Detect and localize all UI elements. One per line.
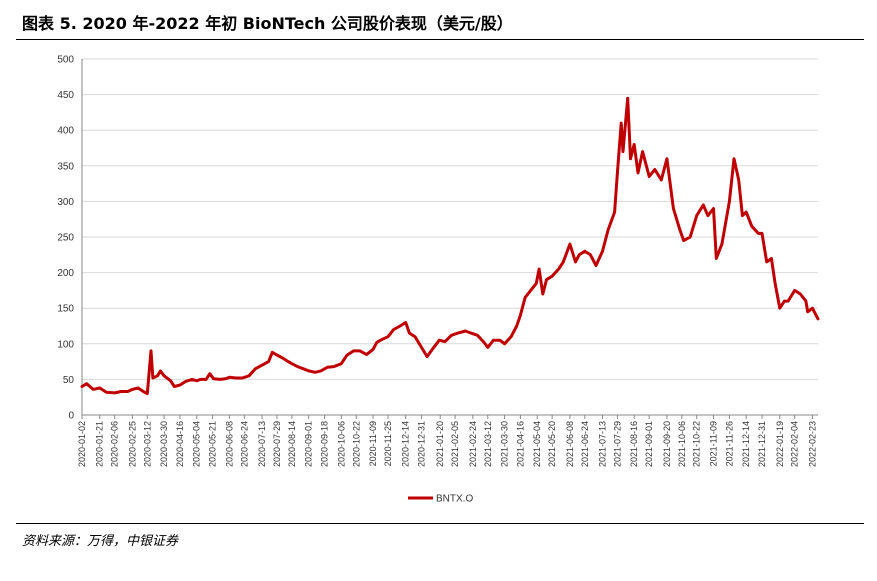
y-tick-label: 0: [68, 411, 74, 422]
x-tick-label: 2021-07-13: [598, 421, 608, 467]
x-tick-label: 2021-05-20: [547, 421, 557, 467]
x-tick-label: 2021-11-26: [724, 421, 734, 466]
x-tick-label: 2020-01-21: [95, 421, 105, 467]
x-tick-label: 2020-02-06: [110, 421, 120, 467]
x-tick-label: 2020-03-30: [159, 421, 169, 467]
x-tick-label: 2021-10-06: [677, 421, 687, 467]
x-axis: [81, 59, 818, 416]
top-divider: [16, 39, 864, 40]
x-tick-label: 2021-01-20: [435, 421, 445, 467]
x-axis-ticks: 2020-01-02 2020-01-21 2020-02-06 2020-02-25…: [77, 415, 817, 467]
x-tick-label: 2021-03-12: [483, 421, 493, 467]
x-tick-label: 2020-01-02: [77, 421, 87, 467]
x-tick-label: 2020-06-08: [224, 421, 234, 467]
x-tick-label: 2021-10-22: [692, 421, 702, 467]
x-tick-label: 2021-03-30: [500, 421, 510, 467]
x-tick-label: 2021-09-01: [644, 421, 654, 467]
y-tick-label: 300: [57, 197, 74, 208]
y-tick-label: 450: [57, 90, 74, 101]
y-tick-label: 100: [57, 339, 74, 350]
x-tick-label: 2021-02-24: [468, 421, 478, 467]
x-tick-label: 2020-10-22: [351, 421, 361, 467]
x-tick-label: 2021-12-14: [741, 421, 751, 467]
x-tick-label: 2020-09-01: [304, 421, 314, 467]
x-tick-label: 2021-06-24: [580, 421, 590, 467]
x-tick-label: 2022-01-19: [775, 421, 785, 467]
series-layer: [80, 96, 820, 396]
x-tick-label: 2020-11-09: [368, 421, 378, 466]
y-tick-label: 400: [57, 126, 74, 137]
x-tick-label: 2020-06-24: [239, 421, 249, 467]
y-tick-label: 50: [63, 375, 75, 386]
bottom-divider: [16, 523, 864, 524]
series-line-bntx: [80, 96, 820, 396]
x-tick-label: 2021-11-09: [709, 421, 719, 466]
x-tick-label: 2021-05-04: [532, 421, 542, 467]
legend: BNTX.O: [408, 494, 473, 505]
x-tick-label: 2020-11-25: [383, 421, 393, 466]
x-tick-label: 2020-03-12: [142, 421, 152, 467]
x-tick-label: 2021-09-20: [662, 421, 672, 467]
x-tick-label: 2022-02-04: [790, 421, 800, 467]
x-tick-label: 2021-07-29: [612, 421, 622, 467]
y-tick-label: 150: [57, 304, 74, 315]
x-tick-label: 2021-06-08: [565, 421, 575, 467]
y-tick-label: 250: [57, 233, 74, 244]
x-tick-label: 2021-12-31: [757, 421, 767, 467]
y-tick-label: 200: [57, 268, 74, 279]
y-tick-label: 500: [57, 55, 74, 66]
y-axis-ticks: 0 50 100 150 200 250 300 350 400 450 500: [57, 55, 74, 422]
x-tick-label: 2020-05-04: [192, 421, 202, 467]
chart-title: 图表 5. 2020 年-2022 年初 BioNTech 公司股价表现（美元/…: [22, 14, 513, 33]
x-tick-label: 2020-12-31: [417, 421, 427, 467]
source-note: 资料来源：万得，中银证券: [22, 534, 179, 549]
x-tick-label: 2020-09-18: [320, 421, 330, 467]
x-tick-label: 2022-02-23: [807, 421, 817, 467]
x-tick-label: 2020-08-14: [287, 421, 297, 467]
x-tick-label: 2020-04-16: [175, 421, 185, 467]
x-tick-label: 2020-02-25: [127, 421, 137, 467]
x-tick-label: 2021-04-16: [515, 421, 525, 467]
x-tick-label: 2020-07-13: [257, 421, 267, 467]
x-tick-label: 2021-02-05: [450, 421, 460, 467]
x-tick-label: 2021-08-16: [629, 421, 639, 467]
y-tick-label: 350: [57, 161, 74, 172]
x-tick-label: 2020-12-14: [401, 421, 411, 467]
legend-label: BNTX.O: [436, 494, 473, 505]
gridlines: [82, 58, 818, 380]
x-tick-label: 2020-10-06: [336, 421, 346, 467]
x-tick-label: 2020-05-21: [208, 421, 218, 467]
x-tick-label: 2020-07-29: [272, 421, 282, 467]
